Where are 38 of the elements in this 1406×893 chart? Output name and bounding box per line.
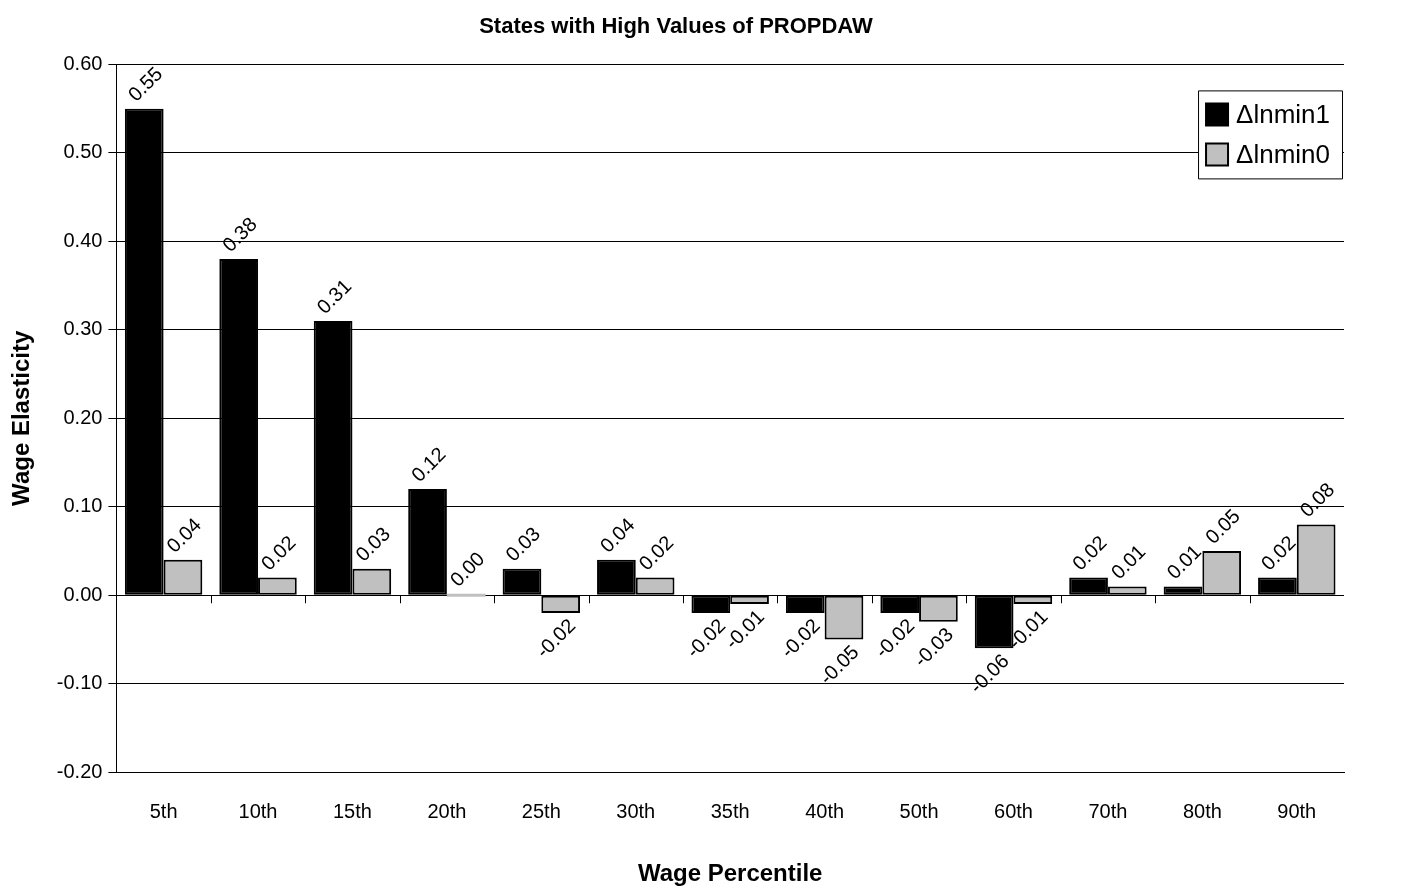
data-label: 0.31: [312, 274, 356, 318]
y-tick-label: 0.60: [63, 51, 103, 74]
x-tick-label: 10th: [238, 799, 278, 822]
x-tick-label: 20th: [427, 799, 467, 822]
x-axis-title: Wage Percentile: [637, 859, 823, 887]
data-label: 0.00: [445, 547, 489, 591]
y-tick-label: 0.30: [63, 317, 103, 340]
x-tick-label: 25th: [521, 799, 561, 822]
y-tick-label: -0.20: [56, 759, 103, 782]
x-tick-label: 50th: [899, 799, 939, 822]
data-label: 0.02: [1256, 531, 1300, 575]
data-label: 0.03: [351, 522, 395, 566]
x-tick-label: 80th: [1182, 799, 1222, 822]
x-tick-label: 5th: [149, 799, 178, 822]
data-label: 0.38: [217, 212, 261, 256]
y-tick-label: 0.40: [63, 228, 103, 251]
data-label: 0.55: [123, 62, 167, 106]
y-tick-label: 0.00: [63, 582, 103, 605]
chart-title: States with High Values of PROPDAW: [479, 13, 874, 39]
data-label: 0.12: [406, 442, 450, 486]
data-label: 0.04: [162, 513, 206, 557]
data-label: 0.02: [256, 531, 300, 575]
data-label: 0.03: [501, 522, 545, 566]
x-tick-label: 60th: [994, 799, 1033, 822]
y-axis-title: Wage Elasticity: [7, 330, 35, 506]
legend-label: Δlnmin0: [1236, 138, 1331, 169]
x-tick-label: 40th: [805, 799, 845, 822]
x-tick-label: 15th: [333, 799, 372, 822]
data-label: 0.08: [1295, 478, 1339, 522]
y-tick-label: 0.50: [63, 140, 103, 163]
y-tick-label: 0.10: [63, 494, 103, 517]
y-tick-label: -0.10: [56, 671, 103, 694]
x-tick-label: 30th: [616, 799, 656, 822]
x-tick-label: 70th: [1088, 799, 1128, 822]
y-tick-label: 0.20: [63, 405, 103, 428]
x-tick-label: 90th: [1277, 799, 1317, 822]
legend-label: Δlnmin1: [1236, 98, 1331, 129]
x-tick-label: 35th: [710, 799, 750, 822]
